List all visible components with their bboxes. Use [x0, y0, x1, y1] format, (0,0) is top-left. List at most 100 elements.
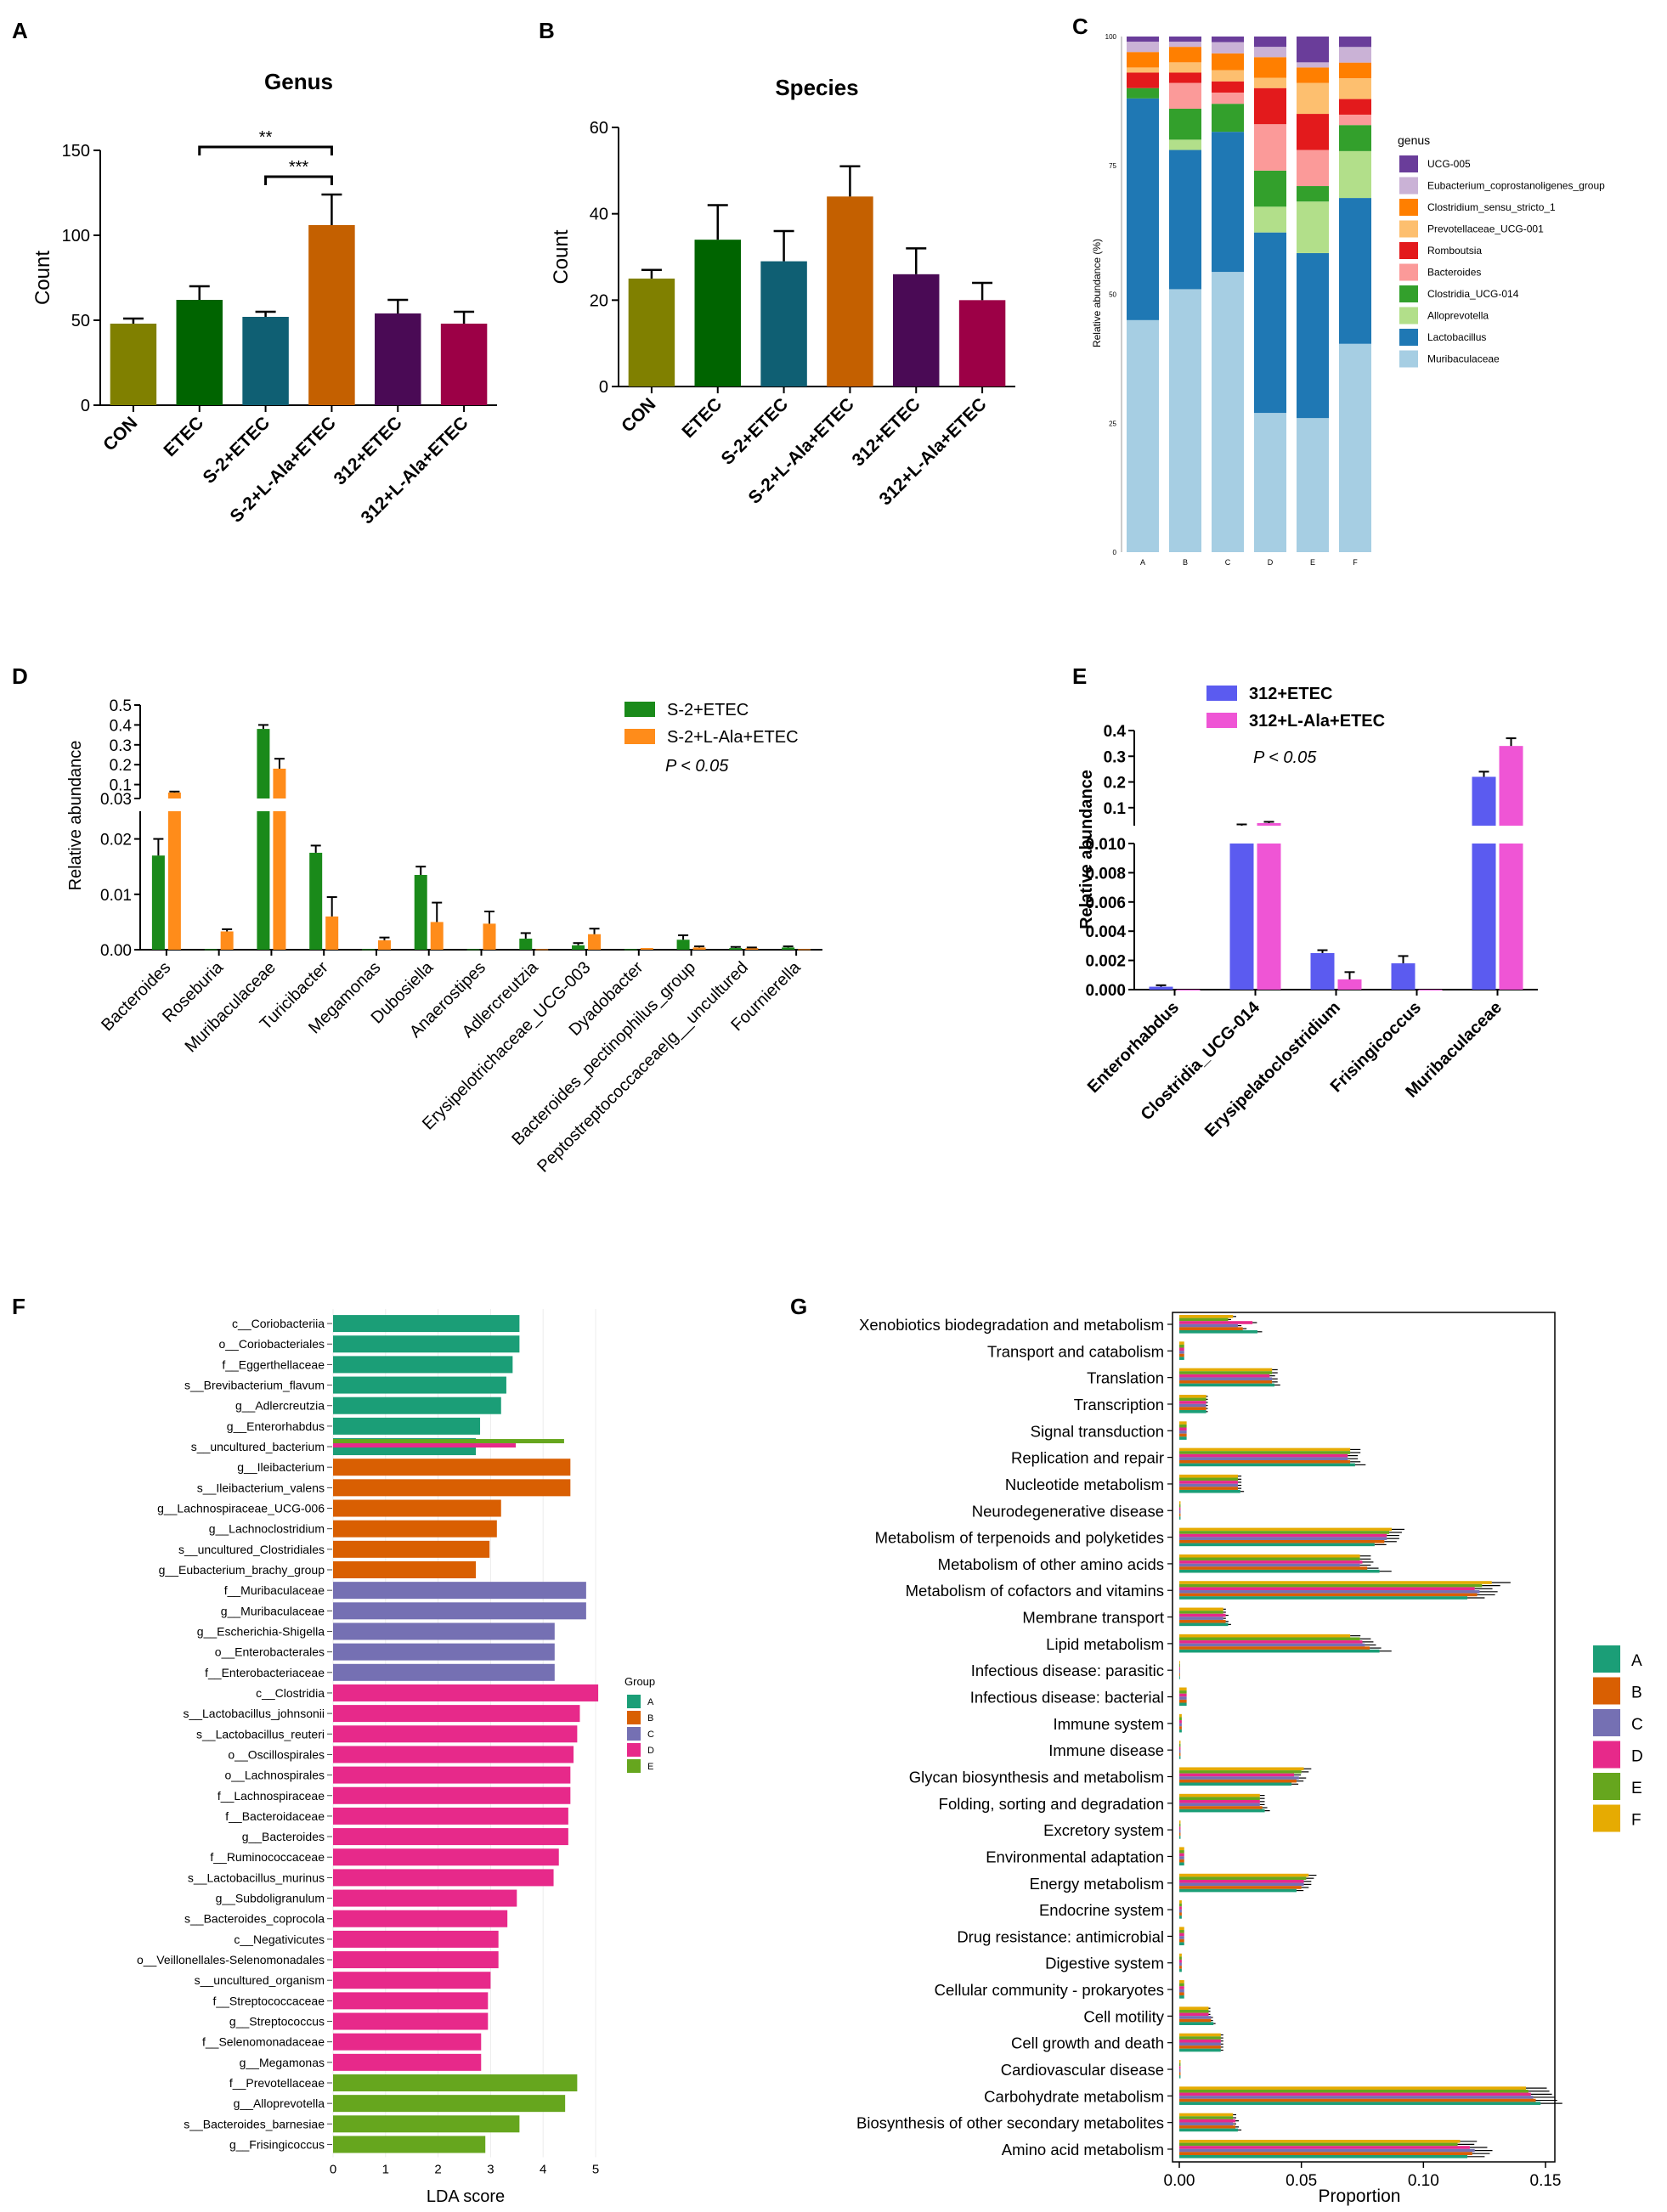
legend-title: genus [1398, 133, 1430, 147]
bar [309, 852, 323, 950]
proportion-bar [1179, 1637, 1360, 1641]
bar [430, 922, 444, 950]
proportion-bar [1179, 2116, 1234, 2119]
proportion-bar [1179, 2048, 1221, 2052]
taxon-label: s__uncultured_organism [195, 1973, 325, 1987]
proportion-bar [1179, 1327, 1243, 1330]
pathway-label: Lipid metabolism [1046, 1635, 1164, 1653]
proportion-bar [1179, 2128, 1238, 2132]
proportion-bar [1179, 1619, 1226, 1623]
legend-label: 312+ETEC [1249, 685, 1332, 703]
proportion-bar [1179, 1850, 1184, 1854]
proportion-bar [1179, 1770, 1302, 1774]
legend-label: Lactobacillus [1427, 331, 1486, 343]
proportion-bar [1179, 2140, 1461, 2143]
taxon-label: s__Brevibacterium_flavum [184, 1379, 325, 1392]
y-tick-label: 25 [1109, 420, 1116, 427]
pathway-label: Cell motility [1083, 2007, 1164, 2025]
bar [782, 947, 795, 950]
taxon-label: f__Selenomonadaceae [202, 2035, 325, 2049]
chart-c: Relative abundance (%) 0 25 50 75 100 A B C D E Fge… [1091, 33, 1605, 567]
proportion-bar [1179, 1569, 1380, 1573]
proportion-bar [1179, 1820, 1181, 1824]
proportion-bar [1179, 1463, 1355, 1467]
legend-swatch [1593, 1677, 1620, 1705]
proportion-bar [1179, 1826, 1181, 1830]
bar [628, 278, 675, 387]
y-tick-label: 0.02 [100, 832, 132, 849]
y-tick-label: 0.00 [100, 942, 132, 960]
stack-segment [1169, 289, 1201, 552]
proportion-bar [1179, 1640, 1363, 1644]
lda-bar [333, 1746, 574, 1763]
proportion-bar [1179, 2068, 1181, 2073]
proportion-bar [1179, 1374, 1270, 1378]
significance-label: ** [259, 128, 273, 147]
proportion-bar [1179, 1649, 1380, 1653]
lda-bar [333, 1807, 568, 1825]
pathway-label: Immune system [1053, 1715, 1164, 1733]
taxon-label: g__Frisingicoccus [229, 2137, 325, 2151]
proportion-bar [1179, 1634, 1351, 1638]
proportion-bar [1179, 1696, 1187, 1700]
proportion-bar [1179, 1557, 1360, 1561]
pathway-label: Biosynthesis of other secondary metaboli… [856, 2114, 1164, 2132]
bar [958, 300, 1006, 387]
chart-d: 0.5 0.4 0.3 0.2 0.10.03 0.02 0.01 0.00 Relative … [66, 697, 822, 1177]
y-tick-label: 0.1 [110, 777, 132, 795]
stack-segment [1254, 124, 1286, 171]
bar-upper [1472, 776, 1496, 826]
lda-bar [333, 1848, 559, 1866]
proportion-bar [1179, 2060, 1181, 2063]
proportion-bar [1179, 1368, 1273, 1372]
bar [110, 324, 157, 405]
stack-segment [1339, 125, 1371, 151]
lda-bar [333, 1684, 599, 1701]
stack-segment [1254, 232, 1286, 414]
bar [1391, 963, 1416, 990]
pathway-label: Endocrine system [1039, 1901, 1164, 1919]
stack-segment [1127, 72, 1159, 88]
taxon-label: g__Megamonas [240, 2056, 325, 2069]
proportion-bar [1179, 1397, 1206, 1402]
pathway-label: Metabolism of terpenoids and polyketides [875, 1529, 1164, 1547]
y-axis-label: Count [31, 251, 54, 305]
y-tick-label: 0.006 [1085, 894, 1126, 912]
legend-label: Romboutsia [1427, 245, 1482, 257]
lda-bar [333, 1972, 491, 1989]
bar [1149, 986, 1173, 990]
legend-swatch [1399, 177, 1418, 195]
x-tick-label: Erysipelatoclostridium [1201, 998, 1344, 1141]
bar-lower [1229, 844, 1254, 990]
stack-segment [1169, 42, 1201, 48]
plot-frame [1172, 1312, 1556, 2163]
stack-segment [1297, 150, 1329, 187]
x-tick-label: ETEC [160, 413, 207, 460]
bar [798, 949, 811, 951]
legend-swatch [627, 1743, 641, 1757]
stack-segment [1169, 62, 1201, 73]
bar-upper [167, 792, 181, 798]
taxon-label: g__Subdoligranulum [216, 1892, 325, 1905]
legend-swatch [1399, 285, 1418, 302]
lda-bar [333, 2033, 482, 2051]
taxon-label: f__Muribaculaceae [224, 1583, 325, 1597]
bar-upper [1499, 746, 1523, 826]
stack-segment [1212, 104, 1244, 133]
proportion-bar [1179, 1702, 1187, 1707]
pathway-label: Metabolism of other amino acids [938, 1555, 1164, 1573]
significance-label: *** [289, 158, 309, 177]
proportion-bar [1179, 1533, 1387, 1538]
legend-label: E [647, 1762, 653, 1772]
proportion-bar [1179, 1876, 1307, 1880]
proportion-bar [1179, 1756, 1181, 1759]
proportion-bar [1179, 1318, 1229, 1322]
stack-segment [1169, 150, 1201, 290]
proportion-bar [1179, 2152, 1472, 2155]
taxon-label: s__Lactobacillus_johnsonii [183, 1707, 325, 1720]
y-tick-label: 75 [1109, 162, 1116, 170]
legend-swatch [1206, 686, 1237, 701]
proportion-bar [1179, 1853, 1184, 1857]
x-tick-label: 4 [540, 2163, 546, 2177]
legend-swatch [1206, 713, 1237, 728]
